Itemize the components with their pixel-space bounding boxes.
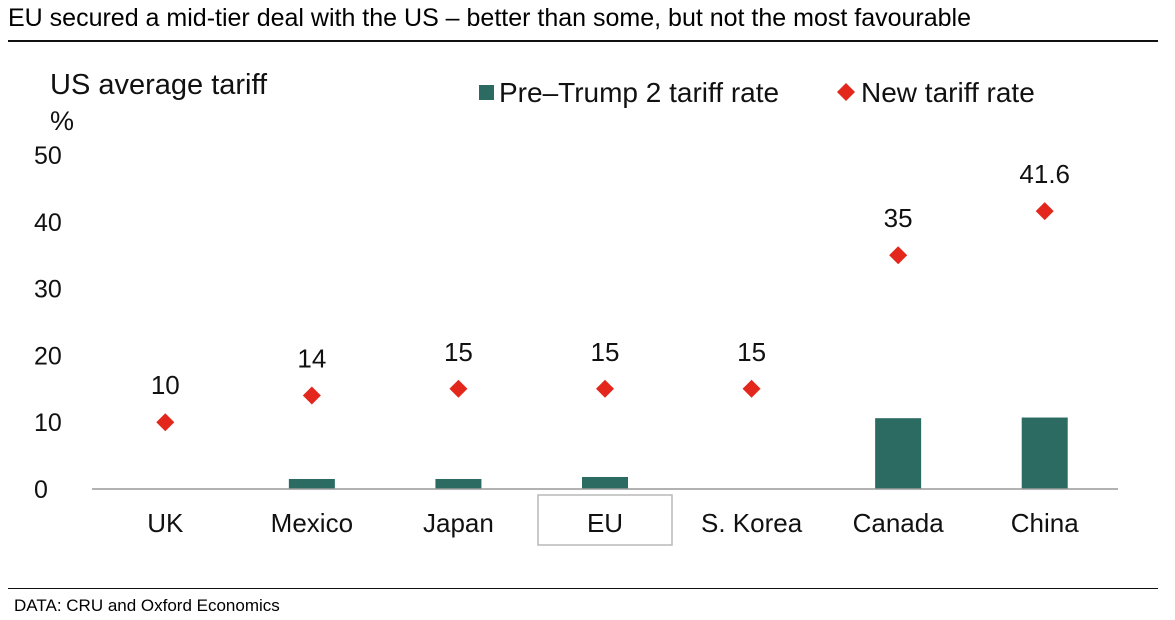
- data-label: 15: [591, 337, 620, 367]
- marker-point: [742, 379, 761, 398]
- bar: [435, 478, 482, 489]
- data-label: 35: [884, 203, 913, 233]
- bar: [1021, 417, 1068, 489]
- y-axis-unit: %: [50, 106, 74, 136]
- legend-label-pre: Pre–Trump 2 tariff rate: [499, 77, 779, 108]
- category-label: UK: [147, 508, 184, 538]
- y-tick-label: 40: [34, 209, 62, 237]
- bar: [582, 476, 628, 489]
- data-label: 15: [737, 337, 766, 367]
- category-label: S. Korea: [701, 508, 803, 538]
- y-axis-ticks: 0 10 20 30 40 50: [34, 142, 62, 504]
- source-note: DATA: CRU and Oxford Economics: [14, 596, 280, 615]
- y-tick-label: 50: [34, 142, 62, 170]
- highlight-box: [537, 494, 673, 546]
- marker-point: [596, 379, 614, 398]
- category-label: EU: [587, 508, 623, 538]
- legend-label-new: New tariff rate: [861, 77, 1035, 108]
- chart-title: EU secured a mid-tier deal with the US –…: [8, 4, 972, 32]
- data-labels: 10 14 15 15 15 35 41.6: [151, 159, 1070, 400]
- data-label: 10: [151, 370, 180, 400]
- marker-point: [1035, 202, 1054, 221]
- y-tick-label: 20: [34, 342, 62, 370]
- category-label: Japan: [423, 508, 494, 538]
- y-tick-label: 30: [34, 276, 62, 304]
- marker-series: [156, 202, 1054, 432]
- bar: [288, 478, 335, 489]
- category-labels: UK Mexico Japan EU S. Korea Canada China: [147, 508, 1079, 538]
- category-label: China: [1011, 508, 1079, 538]
- legend-diamond-swatch: [837, 83, 855, 101]
- footer-rule: [8, 588, 1158, 589]
- marker-point: [449, 379, 468, 398]
- y-tick-label: 10: [34, 409, 62, 437]
- data-label: 14: [297, 343, 326, 373]
- marker-point: [302, 386, 321, 405]
- data-label: 15: [444, 337, 473, 367]
- category-highlight: [537, 494, 673, 546]
- category-label: Canada: [853, 508, 945, 538]
- data-label: 41.6: [1019, 159, 1070, 189]
- y-axis-title: US average tariff: [50, 69, 268, 101]
- y-tick-label: 0: [34, 476, 48, 504]
- bar-series: [288, 417, 1068, 489]
- bar: [875, 418, 922, 489]
- legend: Pre–Trump 2 tariff rate New tariff rate: [479, 77, 1035, 108]
- legend-bar-swatch: [479, 85, 494, 100]
- category-label: Mexico: [271, 508, 353, 538]
- marker-point: [156, 413, 175, 432]
- marker-point: [889, 246, 908, 265]
- title-rule: [8, 40, 1158, 42]
